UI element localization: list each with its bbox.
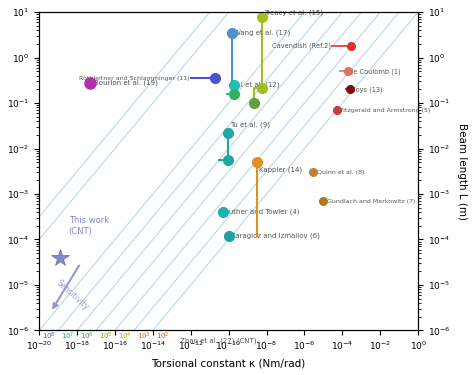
X-axis label: Torsional constant κ (Nm/rad): Torsional constant κ (Nm/rad) xyxy=(152,358,306,368)
Text: Zhao et al. (27) (CNT): Zhao et al. (27) (CNT) xyxy=(180,337,256,344)
Text: Treacy et al. (15): Treacy et al. (15) xyxy=(264,9,324,16)
Text: Bourlon et al. (19): Bourlon et al. (19) xyxy=(94,80,157,86)
Text: Kappler (14): Kappler (14) xyxy=(259,166,302,173)
Text: Luther and Towler (4): Luther and Towler (4) xyxy=(225,209,300,215)
Text: $10^{2}$: $10^{2}$ xyxy=(156,331,169,342)
Text: Tu et al. (9): Tu et al. (9) xyxy=(230,121,270,128)
Text: $10^{8}$: $10^{8}$ xyxy=(42,331,56,342)
Text: $10^{6}$: $10^{6}$ xyxy=(80,331,94,342)
Text: Boys (13): Boys (13) xyxy=(351,86,383,93)
Text: $10^{7}$: $10^{7}$ xyxy=(61,331,74,342)
Text: Fitzgerald and Armstrong (5): Fitzgerald and Armstrong (5) xyxy=(340,108,430,112)
Text: Sensitivity: Sensitivity xyxy=(55,278,91,312)
Text: $10^{4}$: $10^{4}$ xyxy=(118,331,132,342)
Text: Gundlach and Merkowitz (7): Gundlach and Merkowitz (7) xyxy=(327,198,415,204)
Text: Karagioz and Izmailov (6): Karagioz and Izmailov (6) xyxy=(231,232,319,239)
Text: $10^{3}$: $10^{3}$ xyxy=(137,331,150,342)
Text: Quinn et al. (8): Quinn et al. (8) xyxy=(317,170,364,175)
Text: $10^{5}$: $10^{5}$ xyxy=(99,331,112,342)
Y-axis label: Beam length L (m): Beam length L (m) xyxy=(457,123,467,220)
Text: Rothleitner and Schlamminger (11): Rothleitner and Schlamminger (11) xyxy=(79,76,190,81)
Text: This work
(CNT): This work (CNT) xyxy=(69,216,109,236)
Text: de Coulomb (1): de Coulomb (1) xyxy=(349,68,401,75)
Text: Wang et al. (17): Wang et al. (17) xyxy=(234,30,291,36)
Text: Cavendish (Ref.2): Cavendish (Ref.2) xyxy=(272,43,331,49)
Text: Li et al. (12): Li et al. (12) xyxy=(237,82,279,88)
